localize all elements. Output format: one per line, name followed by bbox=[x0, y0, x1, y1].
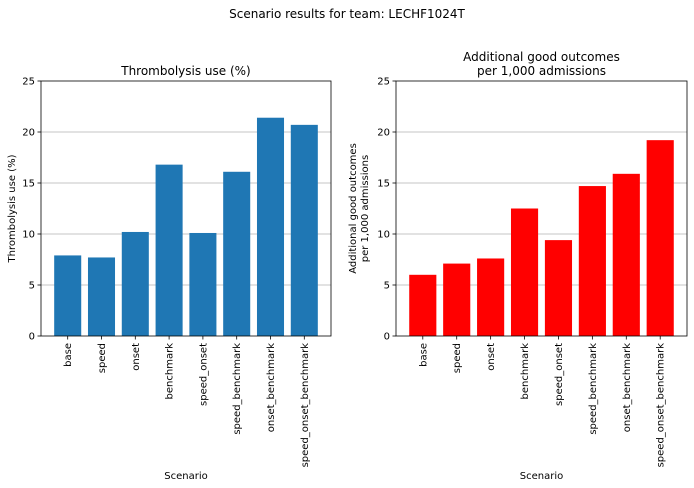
chart-title: Thrombolysis use (%) bbox=[120, 64, 251, 78]
y-axis-label: Thrombolysis use (%) bbox=[7, 154, 18, 263]
x-tick-label: speed_benchmark bbox=[588, 343, 599, 435]
thrombolysis-use-chart: 0 5 10 15 20 25 base speed onset benchmark speed_o… bbox=[7, 64, 332, 482]
bar-speed_benchmark bbox=[578, 186, 606, 336]
additional-good-outcomes-chart: 0 5 10 15 20 25 base speed onset benchmark speed_o… bbox=[348, 50, 688, 482]
x-tick-label: benchmark bbox=[165, 343, 176, 400]
bar-benchmark bbox=[510, 208, 539, 336]
bar-base bbox=[409, 274, 437, 336]
x-tick-label: speed_onset bbox=[198, 343, 209, 406]
y-tick-label: 10 bbox=[377, 230, 390, 241]
chart-title: per 1,000 admissions bbox=[477, 64, 606, 78]
y-tick-label: 0 bbox=[384, 332, 390, 343]
x-tick-label: speed bbox=[97, 343, 108, 373]
y-tick-label: 15 bbox=[22, 179, 35, 190]
y-tick-label: 20 bbox=[22, 128, 35, 139]
bar-speed_onset bbox=[189, 232, 217, 336]
x-axis-label: Scenario bbox=[520, 471, 563, 482]
x-tick-label: onset_benchmark bbox=[622, 343, 633, 432]
bar-base bbox=[54, 255, 82, 336]
figure-suptitle: Scenario results for team: LECHF1024T bbox=[229, 7, 465, 21]
x-tick-label: benchmark bbox=[520, 343, 531, 400]
bar-speed_benchmark bbox=[223, 171, 251, 336]
x-tick-label: speed_onset_benchmark bbox=[300, 343, 311, 468]
y-tick-label: 10 bbox=[22, 230, 35, 241]
bar-benchmark bbox=[155, 164, 183, 336]
x-tick-label: onset bbox=[486, 343, 497, 371]
x-tick-label: base bbox=[63, 343, 74, 367]
chart-title: Additional good outcomes bbox=[463, 50, 620, 64]
x-tick-label: speed_onset_benchmark bbox=[656, 343, 667, 468]
bar-onset_benchmark bbox=[256, 117, 285, 336]
x-tick-label: speed_benchmark bbox=[232, 343, 243, 435]
y-tick-label: 0 bbox=[29, 332, 35, 343]
x-tick-label: speed_onset bbox=[554, 343, 565, 406]
y-tick-label: 15 bbox=[377, 179, 390, 190]
y-tick-label: 5 bbox=[384, 281, 390, 292]
x-tick-label: onset_benchmark bbox=[266, 343, 277, 432]
y-tick-label: 5 bbox=[29, 281, 35, 292]
y-axis-label: per 1,000 admissions bbox=[360, 155, 371, 262]
bar-speed bbox=[443, 263, 471, 336]
y-tick-label: 25 bbox=[377, 77, 390, 88]
axes-frame bbox=[40, 80, 332, 337]
y-axis-label: Additional good outcomes bbox=[348, 143, 359, 274]
x-tick-label: speed bbox=[452, 343, 463, 373]
axes-frame bbox=[395, 80, 688, 337]
bar-speed bbox=[87, 257, 116, 336]
bar-speed_onset_benchmark bbox=[290, 124, 318, 336]
y-tick-label: 25 bbox=[22, 77, 35, 88]
x-axis-label: Scenario bbox=[164, 471, 207, 482]
bar-onset bbox=[477, 258, 505, 336]
y-tick-label: 20 bbox=[377, 128, 390, 139]
bar-onset bbox=[121, 231, 149, 336]
x-tick-label: base bbox=[418, 343, 429, 367]
x-tick-label: onset bbox=[131, 343, 142, 371]
bar-speed_onset_benchmark bbox=[646, 140, 674, 336]
bar-speed_onset bbox=[544, 240, 573, 336]
bar-onset_benchmark bbox=[612, 173, 640, 336]
